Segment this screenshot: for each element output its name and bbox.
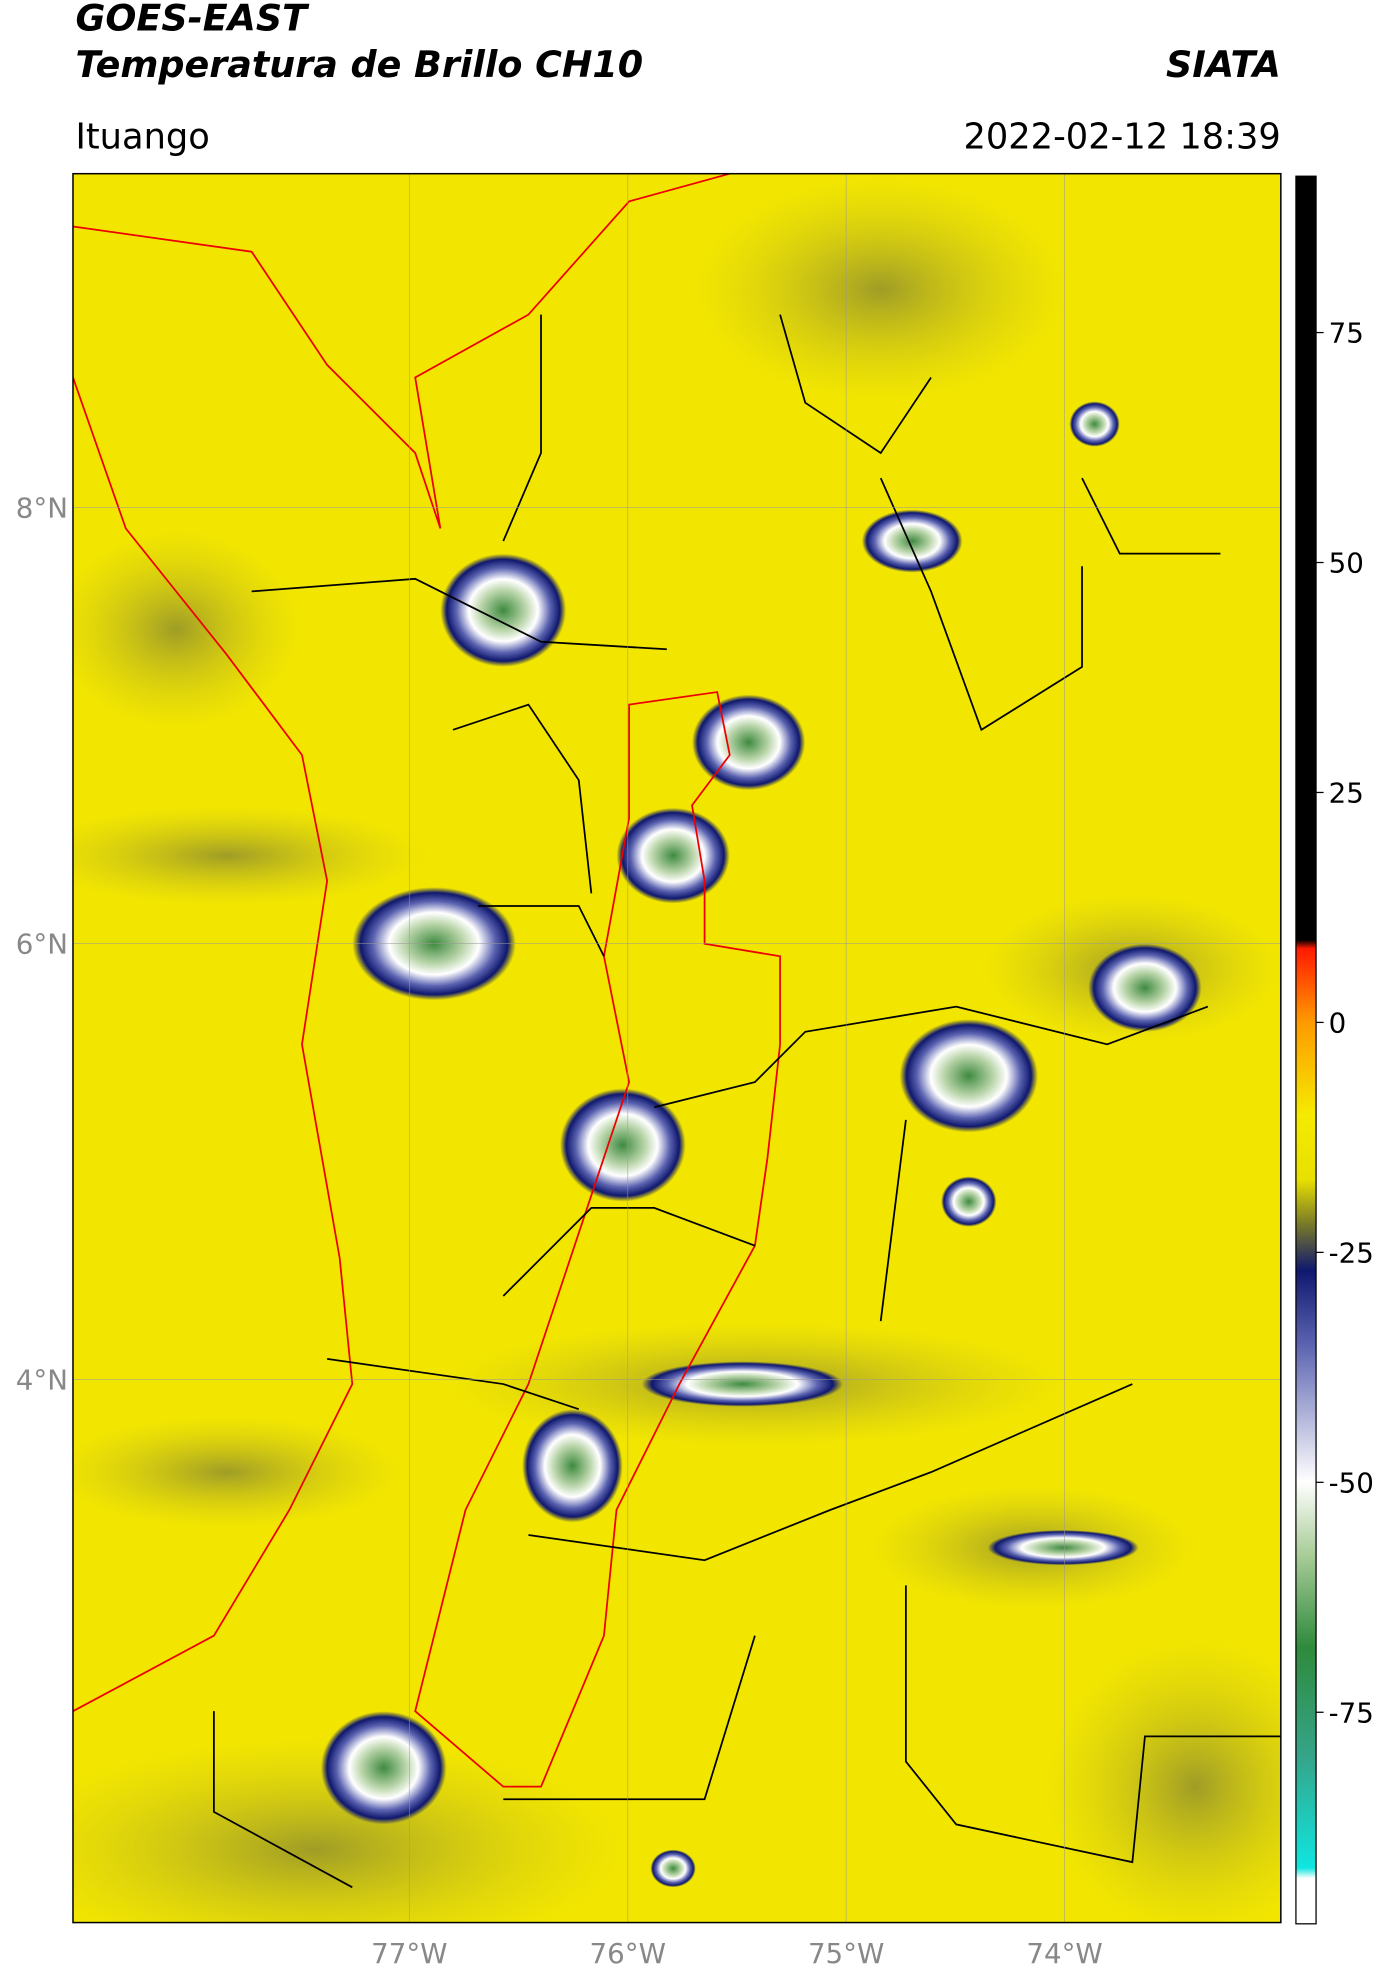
datetime: 2022-02-12 18:39 — [963, 117, 1280, 158]
source: SIATA — [1166, 43, 1281, 86]
colorbar-tick-label: 0 — [1329, 1006, 1347, 1039]
colorbar-tick-label: -75 — [1329, 1696, 1374, 1729]
lat-tick-label: 6°N — [16, 928, 68, 961]
lon-tick-label: 74°W — [1026, 1937, 1102, 1970]
map-frame — [72, 172, 1282, 1924]
haze — [72, 176, 1281, 1923]
subtitle: Temperatura de Brillo CH10 — [75, 43, 643, 86]
lat-tick-label: 8°N — [16, 491, 68, 524]
colorbar-tick-label: 50 — [1329, 547, 1364, 580]
graticule — [72, 173, 1281, 1923]
lon-tick-label: 75°W — [808, 1937, 884, 1970]
axes: 8°N 6°N 4°N 77°W 76°W 75°W 74°W 75 50 25 0 -25 -50 -7… — [16, 317, 1374, 1970]
lon-tick-label: 76°W — [590, 1937, 666, 1970]
colorbar-tick-label: 25 — [1329, 777, 1364, 810]
title: GOES-EAST — [75, 0, 310, 39]
lon-tick-label: 77°W — [371, 1937, 447, 1970]
borders — [72, 173, 1281, 1889]
lat-tick-label: 4°N — [16, 1364, 68, 1397]
colorbar-tick-label: -50 — [1329, 1466, 1374, 1499]
colorbar-tick-label: 75 — [1329, 317, 1364, 350]
colorbar-tick-label: -25 — [1329, 1236, 1374, 1269]
location: Ituango — [75, 117, 209, 158]
colorbar — [1295, 175, 1317, 1925]
map — [72, 173, 1281, 1923]
